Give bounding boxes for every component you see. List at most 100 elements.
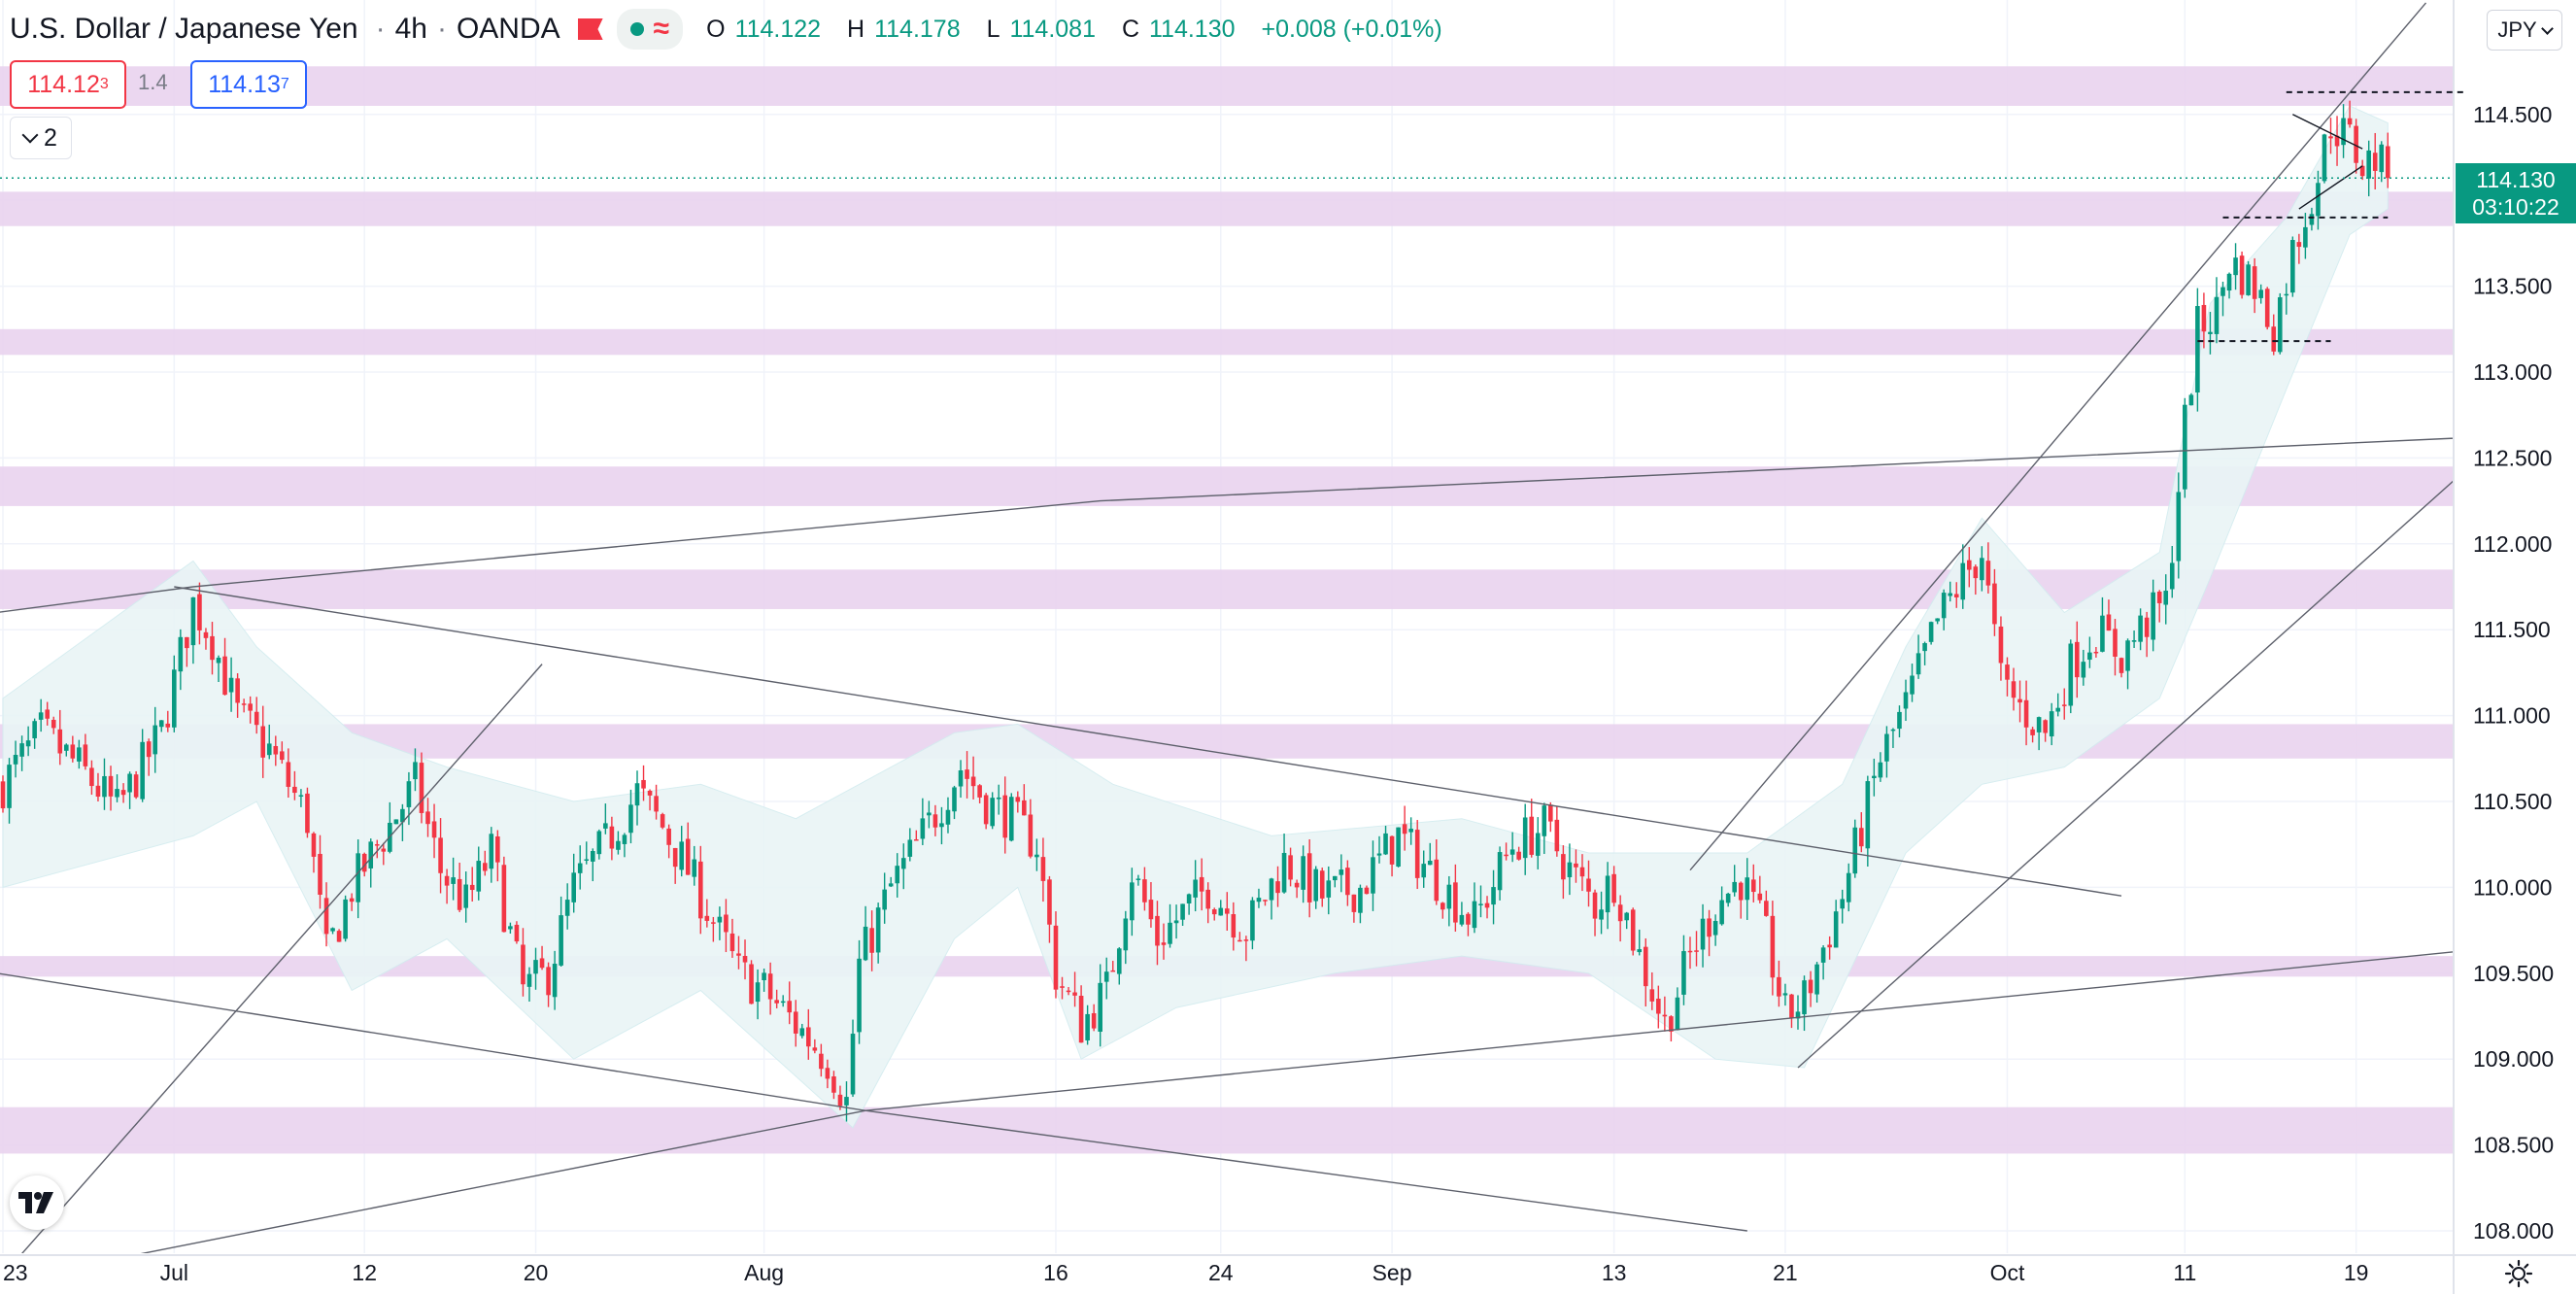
candle-body <box>2023 699 2029 728</box>
candle-body <box>1339 869 1344 875</box>
candle-body <box>1078 996 1084 1043</box>
candle-body <box>666 828 671 845</box>
candle-body <box>1789 994 1794 1018</box>
candle-body <box>57 729 63 754</box>
candle-body <box>1421 864 1427 878</box>
candle-body <box>1617 904 1623 922</box>
candle-body <box>1351 894 1357 912</box>
candle-body <box>228 677 234 693</box>
indicators-toggle-button[interactable]: 2 <box>10 117 72 159</box>
candle-body <box>153 725 158 755</box>
candle-body <box>1269 878 1274 901</box>
market-status-pill[interactable]: ≈ <box>616 9 684 50</box>
triangle-pattern-line <box>2292 114 2363 150</box>
currency-button[interactable]: JPY <box>2487 10 2562 51</box>
candle-body <box>584 859 590 861</box>
candle-body <box>2316 183 2321 217</box>
candle-body <box>2296 242 2302 248</box>
candle-body <box>2385 146 2390 179</box>
candle-body <box>1846 872 1851 902</box>
buy-button[interactable]: 114.13 7 <box>190 60 307 109</box>
candle-body <box>1161 942 1167 945</box>
candle-body <box>2055 707 2061 712</box>
candle-body <box>1960 562 1966 600</box>
candle-body <box>1725 893 1731 903</box>
symbol-name[interactable]: U.S. Dollar / Japanese Yen <box>10 13 358 45</box>
candle-body <box>70 744 76 759</box>
candle-body <box>609 826 615 849</box>
price-tick-label: 113.000 <box>2473 359 2552 385</box>
change-value: +0.008 (+0.01%) <box>1261 15 1442 43</box>
candle-body <box>1953 594 1959 597</box>
broker-label[interactable]: OANDA <box>456 13 560 45</box>
candle-body <box>108 775 114 797</box>
candle-body <box>1414 830 1420 878</box>
sell-price-pipette: 3 <box>99 76 109 92</box>
candle-body <box>603 823 608 829</box>
candle-body <box>1453 882 1458 923</box>
candle-body <box>32 721 37 738</box>
candle-body <box>1827 944 1832 948</box>
candle-body <box>634 783 640 806</box>
interval-label[interactable]: 4h <box>394 13 427 45</box>
candle-body <box>25 740 31 747</box>
candle-body <box>1872 775 1877 779</box>
candle-body <box>932 814 938 828</box>
candle-body <box>2011 681 2017 698</box>
candle-body <box>1015 797 1021 802</box>
candle-body <box>1522 817 1528 859</box>
candle-body <box>425 811 430 825</box>
candle-body <box>1319 870 1325 899</box>
flag-icon[interactable] <box>578 18 603 40</box>
candle-body <box>1757 893 1763 901</box>
candle-body <box>869 928 874 953</box>
candle-body <box>2176 492 2182 562</box>
candle-body <box>812 1047 818 1051</box>
open-value: 114.122 <box>734 15 822 43</box>
candle-body <box>2201 304 2207 332</box>
candle-body <box>178 636 184 672</box>
candle-body <box>660 814 665 828</box>
candle-body <box>1110 970 1116 972</box>
settings-gear-icon[interactable] <box>2504 1259 2533 1288</box>
candle-body <box>1484 902 1490 908</box>
candle-body <box>2036 717 2042 732</box>
candle-body <box>875 907 881 953</box>
price-tick-label: 112.500 <box>2473 445 2552 470</box>
candle-body <box>1973 566 1979 579</box>
candle-body <box>2252 266 2257 299</box>
candle-body <box>2100 615 2105 652</box>
low-value: 114.081 <box>1009 15 1096 43</box>
candle-body <box>806 1027 811 1047</box>
candle-body <box>1091 1012 1097 1029</box>
candle-body <box>1002 795 1008 838</box>
sell-button[interactable]: 114.12 3 <box>10 60 126 109</box>
price-tick-label: 110.000 <box>2473 874 2552 900</box>
candle-body <box>1427 860 1433 866</box>
candle-body <box>1884 733 1889 762</box>
candle-body <box>900 858 906 869</box>
candle-body <box>1060 986 1065 988</box>
legend-separator: · <box>436 13 447 45</box>
candle-body <box>717 916 723 923</box>
candle-body <box>2061 704 2067 706</box>
time-tick-label: Aug <box>744 1260 784 1285</box>
candle-body <box>469 884 475 891</box>
candle-body <box>1738 882 1744 901</box>
candle-body <box>1263 900 1268 902</box>
tradingview-logo-icon[interactable] <box>10 1175 64 1230</box>
candle-body <box>1852 827 1858 874</box>
candle-body <box>1047 879 1052 925</box>
candle-body <box>704 915 710 921</box>
candle-body <box>749 964 754 1005</box>
price-tick-label: 113.500 <box>2473 274 2552 299</box>
candle-body <box>95 785 101 798</box>
candle-body <box>2271 326 2277 352</box>
candle-body <box>2334 135 2340 147</box>
candle-body <box>1897 711 1902 730</box>
candle-body <box>882 889 887 910</box>
candle-body <box>444 875 450 886</box>
candle-body <box>590 851 595 862</box>
candle-body <box>1561 854 1566 880</box>
